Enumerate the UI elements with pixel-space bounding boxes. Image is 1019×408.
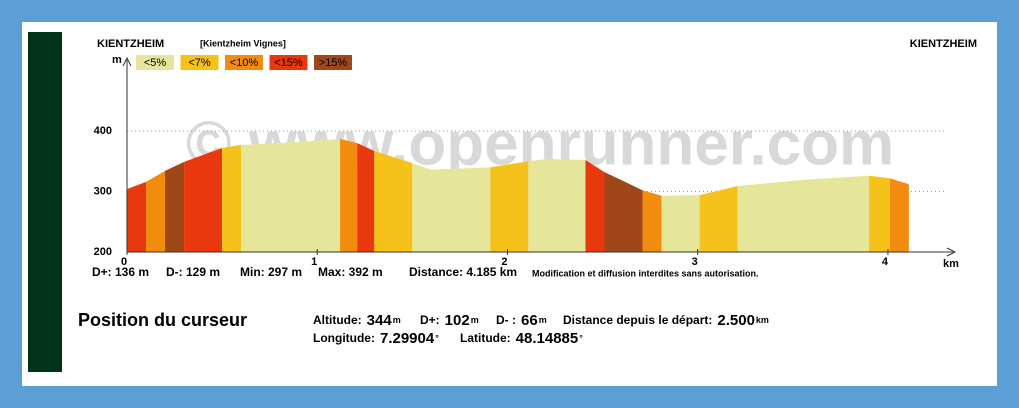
profile-segment (547, 158, 586, 252)
cursor-unit: m (471, 315, 479, 325)
cursor-label: Latitude: (460, 331, 511, 345)
x-tick-label: 4 (882, 256, 889, 268)
legend-swatch (314, 55, 352, 70)
legend-swatch (225, 55, 263, 70)
y-axis-arrow (122, 56, 132, 67)
cursor-field: Latitude: 48.14885° (460, 330, 583, 347)
cursor-field: D+: 102m (420, 312, 479, 329)
cursor-unit: ° (579, 333, 583, 343)
legend-swatch (136, 55, 174, 70)
y-tick-label: 300 (94, 185, 112, 197)
cursor-value: 66 (521, 312, 538, 329)
stat: D-: 129 m (166, 265, 220, 279)
cursor-label: Longitude: (313, 331, 375, 345)
x-axis-arrow (946, 247, 957, 257)
profile-segment (241, 141, 301, 252)
profile-segment (661, 195, 700, 252)
y-tick-label: 200 (94, 246, 112, 258)
x-tick-label: 1 (311, 256, 317, 268)
profile-segment (737, 180, 801, 252)
cursor-field: Distance depuis le départ: 2.500km (563, 312, 769, 329)
cursor-field: Altitude: 344m (313, 312, 401, 329)
cursor-label: D+: (420, 313, 440, 327)
legend-swatch (180, 55, 219, 70)
x-tick-label: 2 (501, 256, 507, 268)
cursor-label: Altitude: (313, 313, 362, 327)
profile-segment (642, 190, 662, 252)
legend-label: <7% (188, 57, 211, 69)
profile-segment (165, 161, 185, 252)
profile-segment (585, 160, 605, 252)
start-sublabel: [Kientzheim Vignes] (200, 38, 286, 48)
legend-label: >15% (319, 57, 348, 69)
cursor-value: 2.500 (717, 312, 755, 329)
stat: Min: 297 m (240, 265, 302, 279)
profile-segment (490, 161, 529, 252)
profile-segment (604, 172, 643, 252)
cursor-value: 48.14885 (516, 330, 579, 347)
cursor-unit: ° (435, 333, 439, 343)
profile-segment (340, 138, 358, 252)
profile-segment (357, 143, 375, 252)
x-axis-label: km (943, 258, 959, 270)
side-bar (28, 32, 62, 372)
profile-segment (146, 170, 166, 252)
profile-segment (127, 181, 147, 252)
profile-segment (374, 150, 413, 252)
profile-segment (528, 158, 548, 252)
cursor-label: Distance depuis le départ: (563, 313, 712, 327)
cursor-value: 344 (367, 312, 393, 329)
cursor-unit: m (393, 315, 401, 325)
profile-segment (412, 163, 432, 252)
cursor-value: 7.29904 (380, 330, 435, 347)
cursor-field: Longitude: 7.29904° (313, 330, 439, 347)
profile-segment (800, 175, 869, 252)
cursor-label: D- : (496, 313, 516, 327)
cursor-title: Position du curseur (78, 310, 247, 330)
y-tick-label: 400 (94, 125, 112, 137)
cursor-field: D- : 66m (496, 312, 547, 329)
profile-segment (889, 178, 909, 252)
profile-segment (222, 144, 242, 252)
x-tick-label: 0 (121, 256, 127, 268)
profile-segment (300, 138, 341, 252)
profile-segment (699, 186, 738, 252)
cursor-unit: km (756, 315, 769, 325)
cursor-value: 102 (445, 312, 470, 329)
legend-label: <10% (230, 57, 259, 69)
profile-segment (431, 167, 491, 252)
stat: D+: 136 m (92, 265, 149, 279)
x-tick-label: 3 (692, 256, 698, 268)
legend-label: <5% (144, 57, 167, 69)
stat: Max: 392 m (318, 265, 383, 279)
stat: Distance: 4.185 km (409, 265, 517, 279)
legend-swatch (269, 55, 308, 70)
cursor-unit: m (539, 315, 547, 325)
end-label: KIENTZHEIM (910, 38, 977, 50)
notice: Modification et diffusion interdites san… (532, 268, 759, 278)
profile-segment (184, 147, 223, 252)
y-axis-label: m (112, 54, 122, 66)
profile-segment (868, 175, 890, 252)
start-label: KIENTZHEIM (97, 38, 164, 50)
legend-label: <15% (274, 57, 303, 69)
